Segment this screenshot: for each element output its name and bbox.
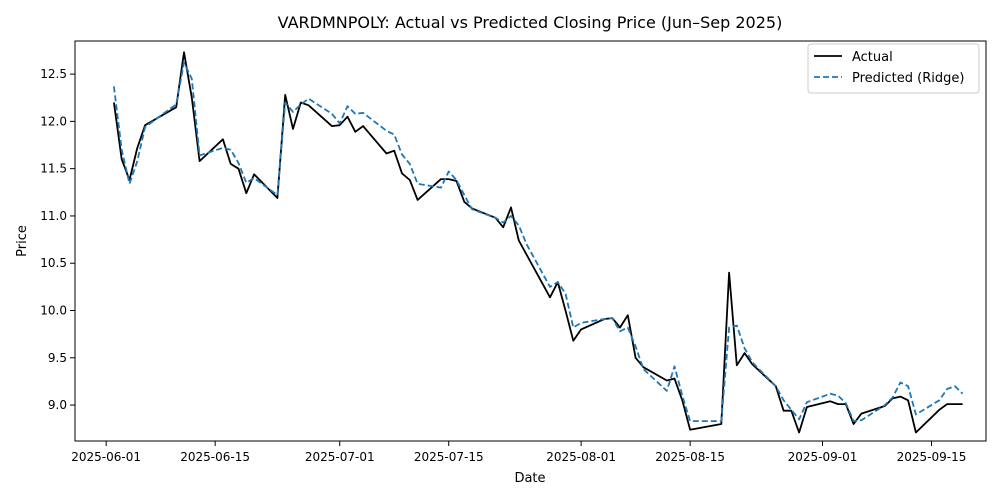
y-tick-label: 11.5 xyxy=(40,162,67,176)
x-tick-label: 2025-09-01 xyxy=(788,450,858,464)
y-tick-label: 12.0 xyxy=(40,114,67,128)
series-line-actual xyxy=(113,51,963,434)
x-tick-label: 2025-09-15 xyxy=(897,450,967,464)
y-tick-label: 9.0 xyxy=(48,398,67,412)
y-tick-label: 9.5 xyxy=(48,351,67,365)
x-tick-label: 2025-08-15 xyxy=(655,450,725,464)
legend-label-predicted: Predicted (Ridge) xyxy=(852,71,964,86)
legend-label-actual: Actual xyxy=(852,50,893,65)
y-tick-label: 10.0 xyxy=(40,304,67,318)
x-tick-label: 2025-06-15 xyxy=(180,450,250,464)
plot-frame xyxy=(74,40,987,442)
y-tick-label: 10.5 xyxy=(40,256,67,270)
series-line-predicted xyxy=(113,61,964,422)
x-tick-label: 2025-07-01 xyxy=(305,450,375,464)
x-tick-label: 2025-08-01 xyxy=(546,450,616,464)
y-axis-label: Price xyxy=(15,225,30,257)
y-tick-label: 11.0 xyxy=(40,209,67,223)
y-tick-label: 12.5 xyxy=(40,67,67,81)
x-tick-label: 2025-07-15 xyxy=(414,450,484,464)
x-axis: 2025-06-01 2025-06-15 2025-07-01 2025-07-15… xyxy=(71,441,966,464)
x-tick-label: 2025-06-01 xyxy=(71,450,141,464)
series-layer xyxy=(113,51,964,434)
chart-title: VARDMNPOLY: Actual vs Predicted Closing … xyxy=(278,13,783,32)
y-axis: 9.0 9.5 10.0 10.5 11.0 11.5 12.0 12.5 xyxy=(40,67,75,412)
legend-box xyxy=(807,43,980,94)
legend: Actual Predicted (Ridge) xyxy=(807,43,980,94)
x-axis-label: Date xyxy=(514,471,545,486)
